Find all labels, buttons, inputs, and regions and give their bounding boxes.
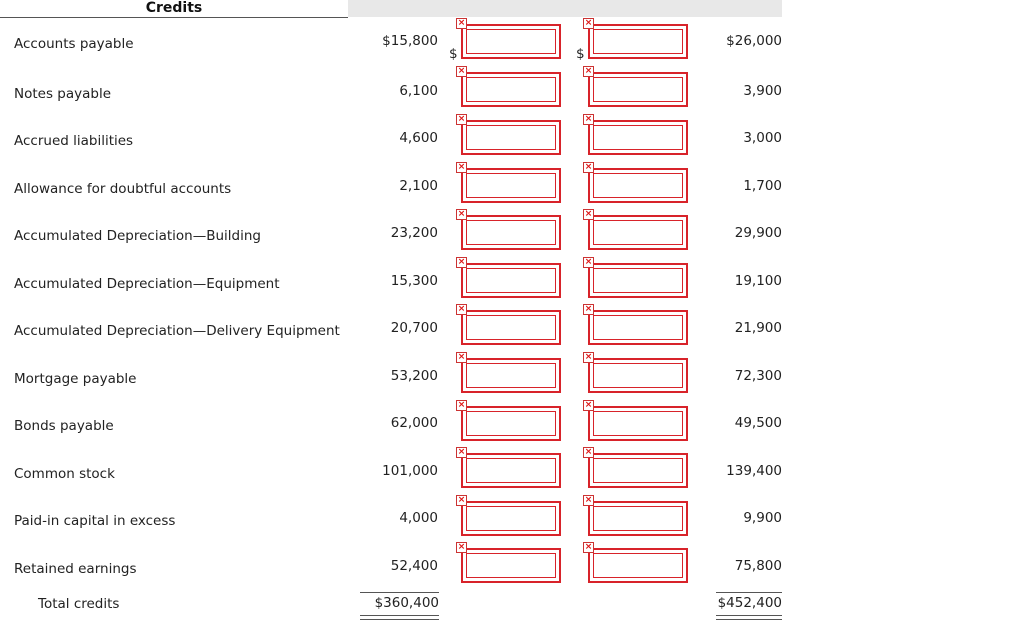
prior-year-value: 15,300 [390,273,438,289]
credit-input[interactable] [588,263,688,298]
debit-input[interactable] [461,120,561,155]
total-credits-label: Total credits [38,596,120,612]
debit-input[interactable] [461,406,561,441]
broken-image-icon: × [456,400,467,411]
debit-input[interactable] [461,548,561,583]
broken-image-icon: × [583,352,594,363]
broken-image-icon: × [583,162,594,173]
credit-input[interactable] [588,215,688,250]
broken-image-icon: × [583,447,594,458]
credit-input[interactable] [588,72,688,107]
prior-year-value: 62,000 [390,415,438,431]
prior-year-value: $15,800 [382,33,438,49]
debit-input[interactable] [461,215,561,250]
current-year-value: 72,300 [734,368,782,384]
prior-year-value: 20,700 [390,320,438,336]
credit-input[interactable] [588,120,688,155]
broken-image-icon: × [583,209,594,220]
broken-image-icon: × [583,114,594,125]
credit-input[interactable] [588,358,688,393]
broken-image-icon: × [583,18,594,29]
prior-year-value: 2,100 [399,178,438,194]
broken-image-icon: × [456,209,467,220]
credit-input[interactable] [588,310,688,345]
credits-header: Credits [0,0,348,18]
row-label: Accounts payable [14,36,134,52]
broken-image-icon: × [456,257,467,268]
broken-image-icon: × [583,66,594,77]
broken-image-icon: × [456,18,467,29]
current-year-value: 3,900 [743,83,782,99]
credit-input[interactable] [588,406,688,441]
debit-input[interactable] [461,310,561,345]
debit-input[interactable] [461,358,561,393]
total-credits-current-value: $452,400 [716,592,782,611]
current-year-value: 49,500 [734,415,782,431]
credit-input[interactable] [588,24,688,59]
current-year-value: $26,000 [726,33,782,49]
row-label: Bonds payable [14,418,114,434]
prior-year-value: 101,000 [382,463,438,479]
row-label: Common stock [14,466,115,482]
broken-image-icon: × [456,162,467,173]
header-band [348,0,782,17]
broken-image-icon: × [583,495,594,506]
credit-input[interactable] [588,548,688,583]
debit-input[interactable] [461,453,561,488]
credit-input[interactable] [588,168,688,203]
broken-image-icon: × [456,304,467,315]
debit-input[interactable] [461,72,561,107]
row-label: Mortgage payable [14,371,137,387]
row-label: Accumulated Depreciation—Building [14,228,261,244]
broken-image-icon: × [583,542,594,553]
broken-image-icon: × [583,304,594,315]
double-underline [360,615,439,620]
current-year-value: 19,100 [734,273,782,289]
current-year-value: 9,900 [743,510,782,526]
row-label: Paid-in capital in excess [14,513,176,529]
prior-year-value: 6,100 [399,83,438,99]
broken-image-icon: × [583,257,594,268]
credit-input[interactable] [588,453,688,488]
prior-year-value: 52,400 [390,558,438,574]
dollar-sign-credit: $ [576,46,585,62]
debit-input[interactable] [461,263,561,298]
debit-input[interactable] [461,168,561,203]
debit-input[interactable] [461,501,561,536]
prior-year-value: 4,000 [399,510,438,526]
broken-image-icon: × [456,542,467,553]
debit-input[interactable] [461,24,561,59]
row-label: Accrued liabilities [14,133,134,149]
row-label: Accumulated Depreciation—Equipment [14,276,280,292]
broken-image-icon: × [456,114,467,125]
row-label: Allowance for doubtful accounts [14,181,232,197]
current-year-value: 1,700 [743,178,782,194]
current-year-value: 3,000 [743,130,782,146]
row-label: Accumulated Depreciation—Delivery Equipm… [14,323,340,339]
broken-image-icon: × [456,447,467,458]
prior-year-value: 4,600 [399,130,438,146]
dollar-sign-debit: $ [449,46,458,62]
current-year-value: 21,900 [734,320,782,336]
broken-image-icon: × [456,495,467,506]
broken-image-icon: × [583,400,594,411]
broken-image-icon: × [456,352,467,363]
credit-input[interactable] [588,501,688,536]
prior-year-value: 23,200 [390,225,438,241]
current-year-value: 29,900 [734,225,782,241]
prior-year-value: 53,200 [390,368,438,384]
broken-image-icon: × [456,66,467,77]
row-label: Retained earnings [14,561,137,577]
current-year-value: 139,400 [726,463,782,479]
row-label: Notes payable [14,86,112,102]
current-year-value: 75,800 [734,558,782,574]
double-underline [716,615,782,620]
total-credits-prior-value: $360,400 [360,592,439,611]
